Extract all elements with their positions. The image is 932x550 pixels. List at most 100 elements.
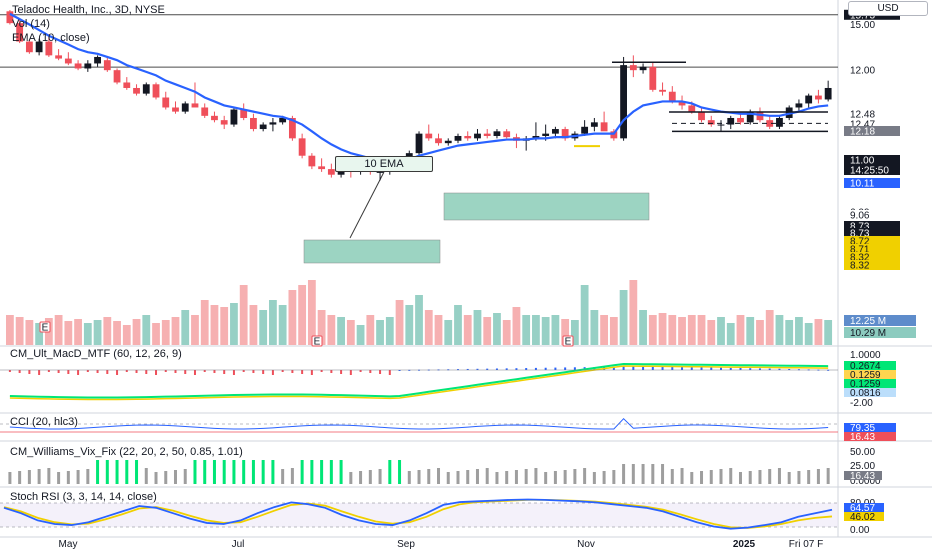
volume-bar <box>385 317 394 345</box>
macd-histogram-bar <box>661 366 664 370</box>
vix-bar <box>359 471 363 484</box>
volume-bar <box>405 305 414 345</box>
ema-annotation-label[interactable]: 10 EMA <box>335 156 433 172</box>
vix-bar <box>661 464 665 484</box>
macd-histogram-bar <box>700 367 703 370</box>
vix-bar <box>612 470 616 484</box>
vix-bar <box>787 472 791 484</box>
volume-bar <box>424 310 433 345</box>
macd-histogram-bar <box>749 368 752 370</box>
macd-histogram-bar <box>8 370 11 372</box>
macd-histogram-bar <box>525 368 528 370</box>
time-axis-tick: Jul <box>232 539 245 550</box>
ema-indicator-label[interactable]: EMA (10, close) <box>12 32 90 44</box>
vix-bar <box>203 460 207 484</box>
vix-axis-tick: 50.00 <box>850 447 875 458</box>
vix-bar <box>583 468 587 484</box>
macd-histogram-bar <box>456 369 459 371</box>
candle-body <box>35 41 43 53</box>
candle-body <box>532 135 540 139</box>
vix-panel-label[interactable]: CM_Williams_Vix_Fix (22, 20, 2, 50, 0.85… <box>10 446 243 458</box>
price-tag-label: 9.06 <box>850 211 870 222</box>
macd-histogram-bar <box>340 370 343 374</box>
vix-bar <box>602 471 606 484</box>
candle-body <box>279 117 287 123</box>
volume-bar <box>327 315 336 345</box>
volume-bar <box>697 315 706 345</box>
vix-bar <box>495 472 499 484</box>
macd-histogram-bar <box>486 368 489 370</box>
vix-bar <box>232 460 236 484</box>
volume-bar <box>444 320 453 345</box>
vix-bar <box>670 469 674 484</box>
vix-bar <box>719 469 723 484</box>
candle-body <box>483 133 491 136</box>
vix-bar <box>524 469 528 484</box>
vix-axis-tick: 0.0000 <box>850 476 881 487</box>
macd-histogram-bar <box>203 370 206 372</box>
price-tag-bg <box>844 126 900 136</box>
price-tag-bg <box>844 221 900 231</box>
volume-bar <box>249 305 258 345</box>
volume-bar <box>74 319 82 345</box>
macd-signal-line <box>9 365 829 401</box>
vix-bar <box>212 460 216 484</box>
candle-body <box>688 105 696 112</box>
vix-bar <box>193 460 197 484</box>
price-tag-label: 11.00 <box>850 156 875 167</box>
volume-bar <box>532 315 540 345</box>
macd-histogram-bar <box>739 368 742 370</box>
candle-body <box>668 91 676 102</box>
macd-histogram-bar <box>18 370 21 373</box>
time-axis-tick: Fri 07 F <box>789 539 823 550</box>
candle-body <box>201 107 209 116</box>
macd-histogram-bar <box>622 366 625 370</box>
macd-histogram-bar <box>174 370 177 373</box>
vix-bar <box>154 472 158 484</box>
volume-bar <box>376 320 384 345</box>
vix-bar <box>738 472 742 484</box>
macd-histogram-bar <box>710 367 713 370</box>
volume-bar <box>356 325 365 345</box>
macd-tag-label: 0.1259 <box>850 379 881 390</box>
candle-body <box>172 107 179 112</box>
currency-button[interactable]: USD <box>848 1 928 16</box>
macd-panel-label[interactable]: CM_Ult_MacD_MTF (60, 12, 26, 9) <box>10 348 182 360</box>
candle-body <box>123 82 131 88</box>
cci-panel-label[interactable]: CCI (20, hlc3) <box>10 416 78 428</box>
volume-bar <box>317 310 326 345</box>
volume-tag-bg <box>844 327 916 338</box>
vix-bar <box>222 460 226 484</box>
candle-body <box>45 41 53 56</box>
volume-bar <box>561 319 570 345</box>
vix-bar <box>37 469 41 484</box>
candle-body <box>425 133 433 139</box>
volume-bar <box>152 323 160 345</box>
volume-bar <box>307 280 316 345</box>
volume-bar <box>678 317 686 345</box>
price-tag-bg <box>844 236 900 246</box>
macd-histogram-bar <box>671 366 674 370</box>
price-tag-bg <box>844 252 900 262</box>
vix-bar <box>417 470 421 484</box>
volume-bar <box>415 295 423 345</box>
volume-bar <box>171 317 180 345</box>
vix-bar <box>807 470 811 484</box>
macd-histogram-bar <box>398 370 401 371</box>
candle-body <box>795 103 803 108</box>
stoch-panel-label[interactable]: Stoch RSI (3, 3, 14, 14, close) <box>10 491 157 503</box>
volume-bar <box>35 323 44 345</box>
time-axis-tick: May <box>59 539 78 550</box>
candle-body <box>581 126 589 134</box>
macd-histogram-bar <box>164 370 167 372</box>
candle-body <box>561 129 569 139</box>
volume-bar <box>25 320 34 345</box>
price-tag-bg <box>844 260 900 270</box>
vix-bar <box>553 471 557 484</box>
volume-bar <box>570 320 579 345</box>
volume-bar <box>814 319 823 345</box>
vix-bar <box>641 464 645 484</box>
volume-indicator-label[interactable]: Vol (14) <box>12 18 50 30</box>
candle-body <box>113 70 121 83</box>
macd-histogram-bar <box>86 370 89 372</box>
